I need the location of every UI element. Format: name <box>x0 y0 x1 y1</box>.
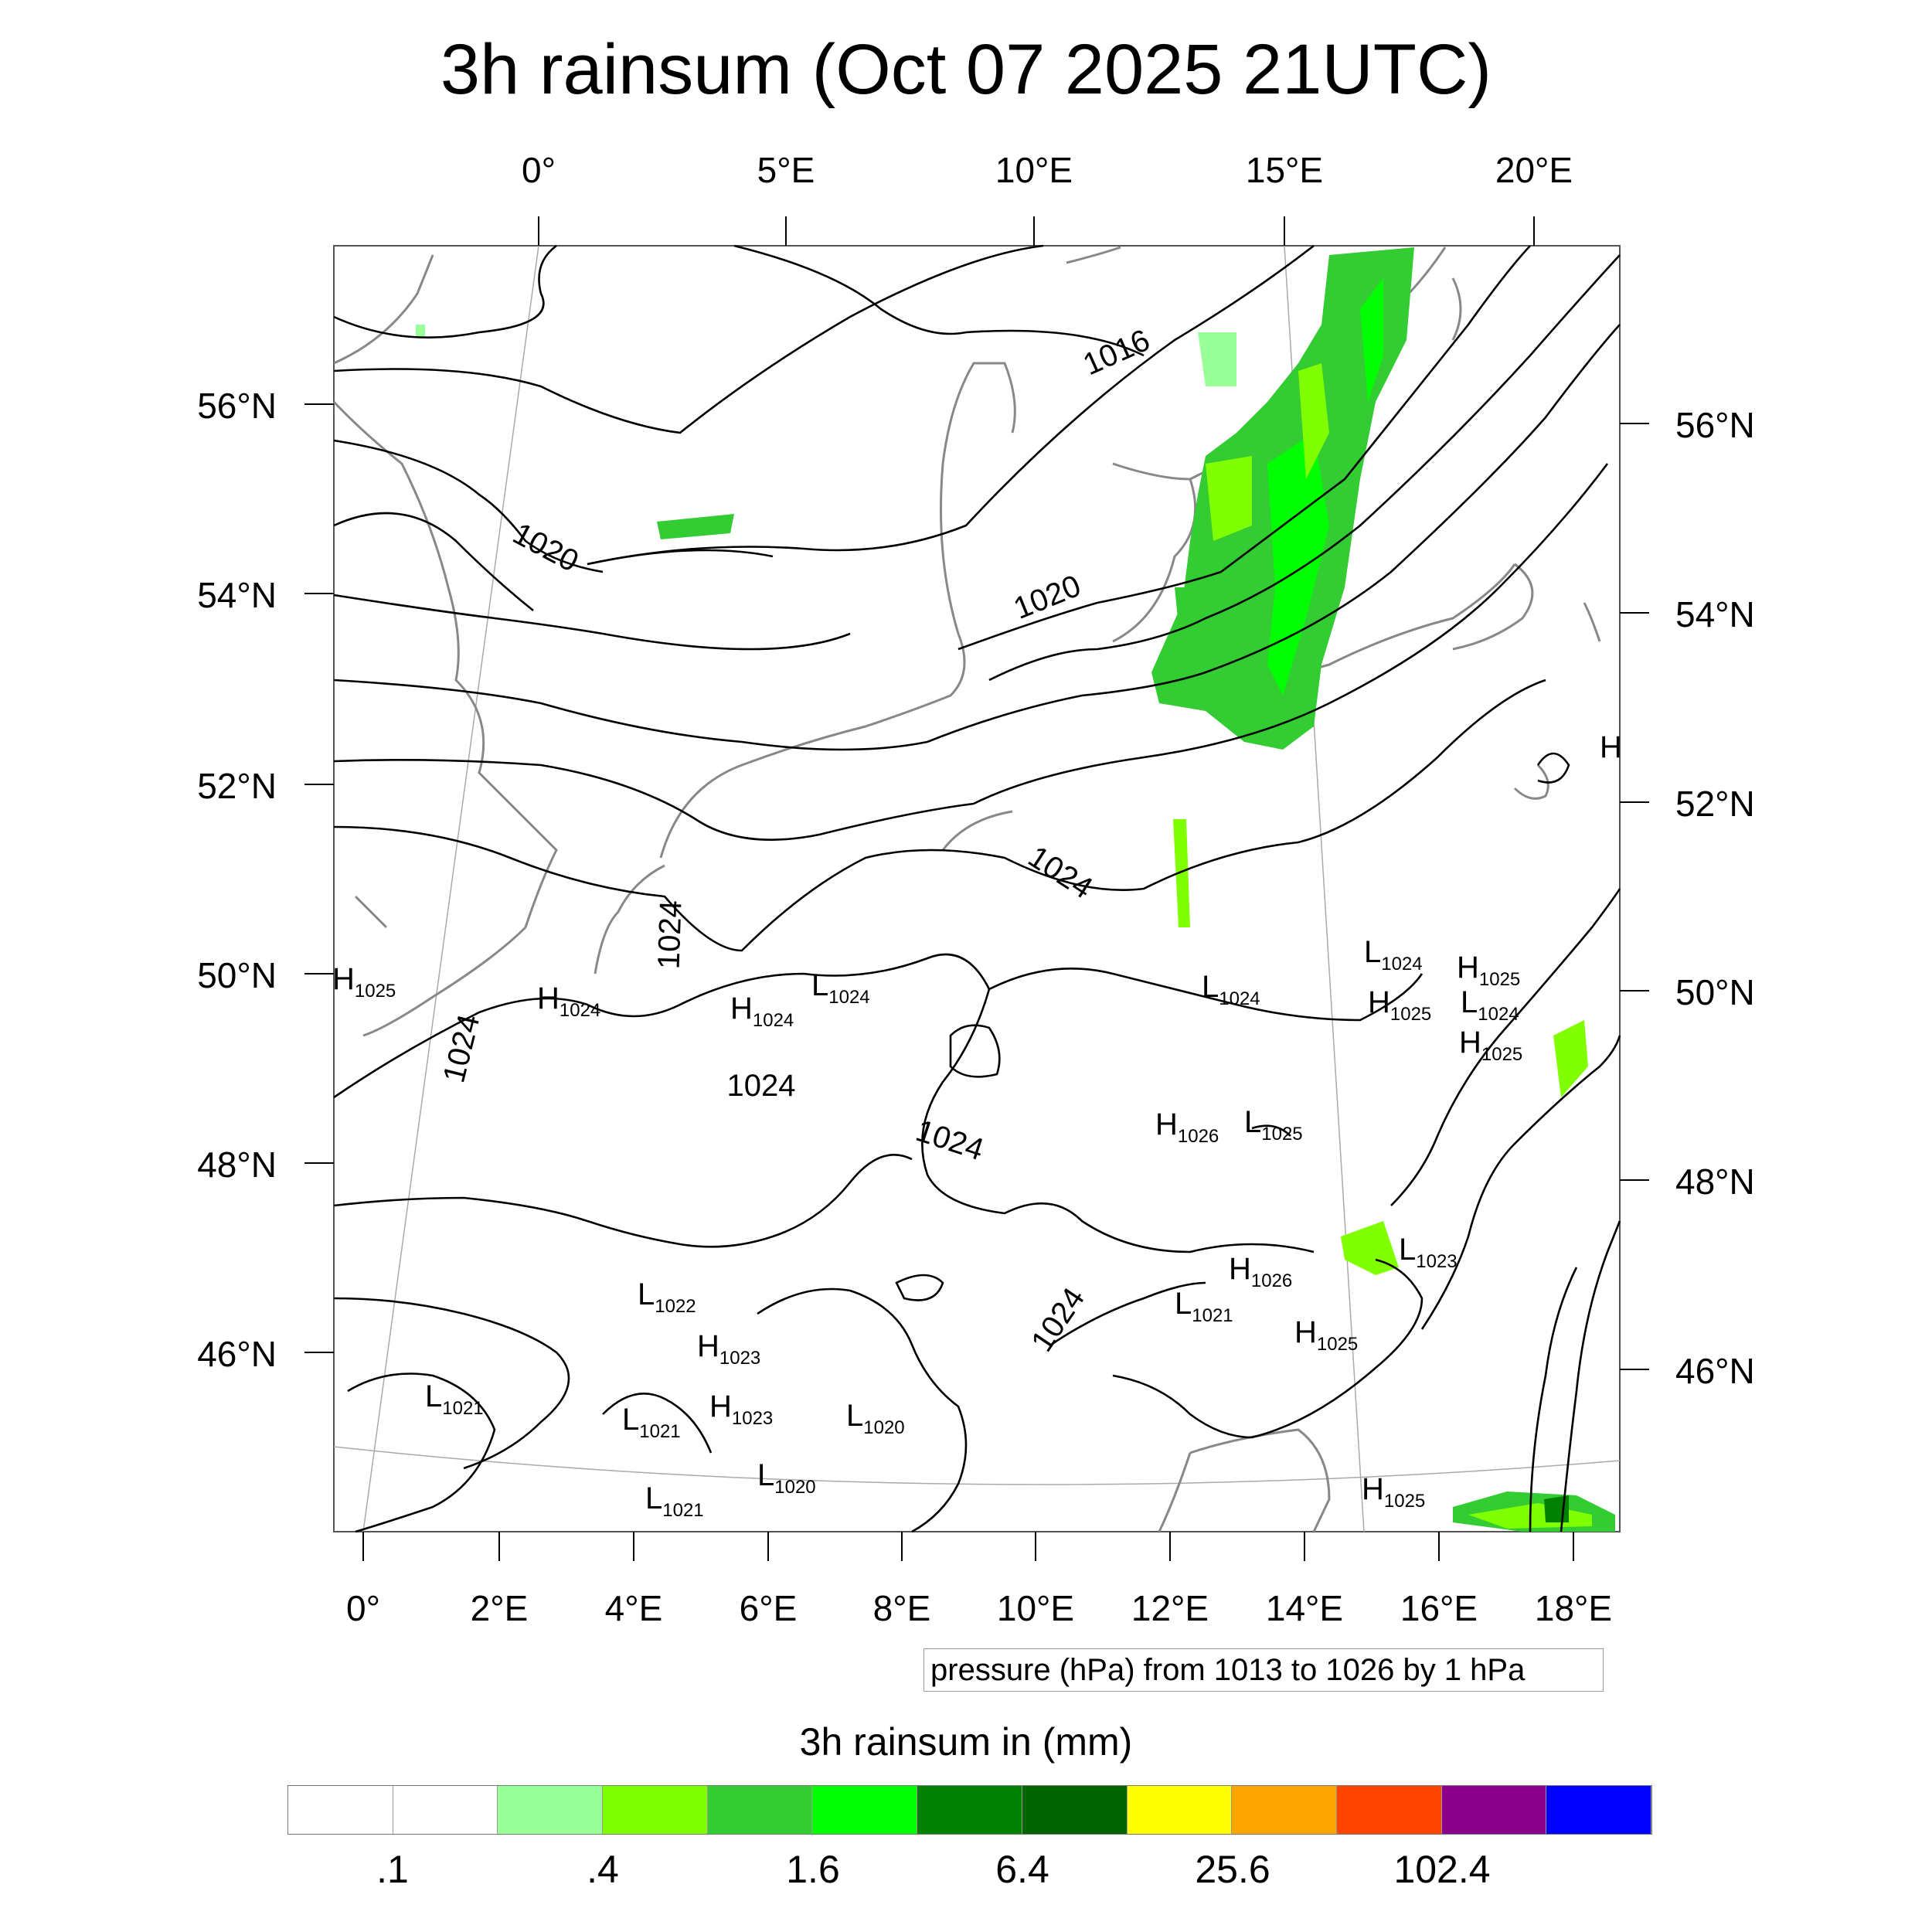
bottom-lon-label: 6°E <box>740 1588 798 1628</box>
isobar-label: 1024 <box>651 900 688 969</box>
left-lat-label: 50°N <box>197 955 277 995</box>
colorbar-tick-label: .4 <box>587 1848 619 1891</box>
bottom-lon-label: 2°E <box>471 1588 529 1628</box>
pressure-center: L1021 <box>622 1403 681 1442</box>
pressure-center: H1025 <box>1457 951 1520 990</box>
colorbar-swatch <box>1022 1786 1128 1834</box>
pressure-center: H <box>1600 730 1622 764</box>
map-frame <box>333 245 1621 1532</box>
bottom-lon-label: 16°E <box>1400 1588 1478 1628</box>
bottom-lon-label: 8°E <box>873 1588 931 1628</box>
pressure-center: L1024 <box>1202 970 1260 1009</box>
left-lat-axis: 56°N 54°N 52°N 50°N 48°N 46°N <box>197 386 334 1374</box>
top-lon-label: 5°E <box>757 150 815 190</box>
legend-title: 3h rainsum in (mm) <box>799 1720 1133 1764</box>
bottom-lon-label: 18°E <box>1535 1588 1612 1628</box>
top-lon-axis: 0° 5°E 10°E 15°E 20°E <box>522 150 1573 246</box>
bottom-lon-label: 12°E <box>1131 1588 1209 1628</box>
rain-field <box>416 247 1615 1532</box>
colorbar-swatch <box>1546 1786 1651 1834</box>
pressure-center: L1024 <box>1461 985 1519 1025</box>
isobar-label: 1024 <box>727 1069 796 1103</box>
right-lat-label: 52°N <box>1675 784 1755 824</box>
colorbar-swatch <box>288 1786 393 1834</box>
colorbar-tick-label: 1.6 <box>786 1848 840 1891</box>
pressure-center: H1025 <box>1459 1026 1522 1065</box>
bottom-lon-label: 0° <box>346 1588 380 1628</box>
colorbar-tick-label: 6.4 <box>995 1848 1049 1891</box>
colorbar-swatch <box>393 1786 498 1834</box>
left-lat-label: 48°N <box>197 1145 277 1185</box>
colorbar-swatch <box>1336 1786 1442 1834</box>
pressure-center: L1024 <box>1364 935 1423 975</box>
colorbar-tick-label: 102.4 <box>1393 1848 1491 1891</box>
colorbar-swatch <box>707 1786 813 1834</box>
right-lat-label: 46°N <box>1675 1351 1755 1391</box>
pressure-center: L1021 <box>645 1481 704 1521</box>
colorbar-tick-label: 25.6 <box>1195 1848 1270 1891</box>
pressure-center: H1025 <box>1362 1472 1425 1512</box>
bottom-lon-label: 4°E <box>605 1588 663 1628</box>
pressure-center: H1023 <box>709 1389 773 1429</box>
top-lon-label: 10°E <box>995 150 1073 190</box>
left-lat-label: 52°N <box>197 766 277 806</box>
pressure-contour-note: pressure (hPa) from 1013 to 1026 by 1 hP… <box>923 1648 1604 1692</box>
colorbar-swatch <box>1127 1786 1233 1834</box>
pressure-center: L1025 <box>1244 1105 1303 1145</box>
pressure-center: L1022 <box>638 1277 696 1317</box>
isobars <box>333 244 1621 1533</box>
right-lat-label: 50°N <box>1675 972 1755 1012</box>
colorbar <box>287 1785 1652 1835</box>
right-lat-label: 54°N <box>1675 594 1755 634</box>
left-lat-label: 54°N <box>197 575 277 615</box>
pressure-center: H1025 <box>1368 985 1431 1025</box>
colorbar-tick-label: .1 <box>376 1848 409 1891</box>
right-lat-axis: 56°N 54°N 52°N 50°N 48°N 46°N <box>1620 405 1755 1391</box>
colorbar-swatch <box>917 1786 1022 1834</box>
top-lon-label: 15°E <box>1246 150 1323 190</box>
pressure-center: H1024 <box>730 992 794 1031</box>
pressure-center: H1026 <box>1229 1252 1292 1291</box>
colorbar-swatch <box>498 1786 604 1834</box>
bottom-lon-label: 10°E <box>997 1588 1074 1628</box>
top-lon-label: 0° <box>522 150 556 190</box>
bottom-lon-label: 14°E <box>1266 1588 1343 1628</box>
left-lat-label: 46°N <box>197 1334 277 1374</box>
pressure-center: H1023 <box>697 1329 760 1369</box>
right-lat-label: 56°N <box>1675 405 1755 445</box>
pressure-center: L1023 <box>1399 1233 1458 1272</box>
pressure-center: L1021 <box>1175 1287 1233 1326</box>
pressure-center: L1024 <box>811 968 870 1008</box>
pressure-center: H1024 <box>537 981 600 1021</box>
pressure-center: L1020 <box>757 1458 816 1498</box>
colorbar-swatch <box>1232 1786 1337 1834</box>
colorbar-swatch <box>1441 1786 1547 1834</box>
pressure-center: L1020 <box>846 1399 905 1438</box>
bottom-lon-axis: 0° 2°E 4°E 6°E 8°E 10°E 12°E 14°E 16°E 1… <box>346 1532 1612 1628</box>
pressure-centers: H1025 H1024 H1024 L1024 L1024 L1024 H102… <box>332 730 1622 1521</box>
chart-title: 3h rainsum (Oct 07 2025 21UTC) <box>440 30 1492 109</box>
pressure-center: L1021 <box>425 1379 484 1419</box>
colorbar-swatch <box>812 1786 918 1834</box>
pressure-center: H1025 <box>332 962 396 1002</box>
right-lat-label: 48°N <box>1675 1162 1755 1202</box>
pressure-center: H1025 <box>1294 1315 1358 1355</box>
colorbar-swatch <box>603 1786 708 1834</box>
pressure-center: H1026 <box>1155 1107 1219 1147</box>
left-lat-label: 56°N <box>197 386 277 426</box>
top-lon-label: 20°E <box>1495 150 1573 190</box>
